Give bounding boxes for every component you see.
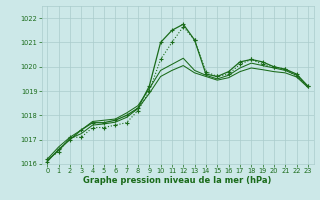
X-axis label: Graphe pression niveau de la mer (hPa): Graphe pression niveau de la mer (hPa): [84, 176, 272, 185]
